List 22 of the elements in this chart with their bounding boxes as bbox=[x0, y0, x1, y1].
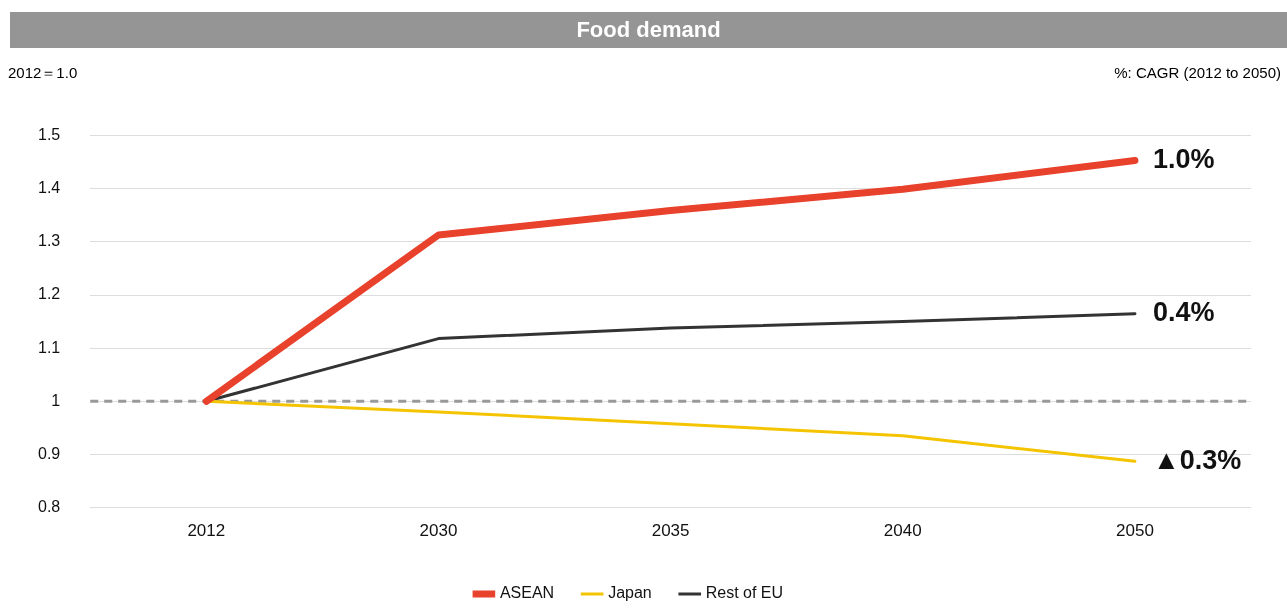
legend-label: Rest of EU bbox=[705, 584, 784, 602]
y-tick-label: 1.4 bbox=[37, 179, 61, 197]
text: 2012＝1.0 bbox=[8, 64, 78, 83]
y-tick-label: 1.1 bbox=[37, 338, 61, 356]
y-tick-label: 1.5 bbox=[37, 126, 61, 144]
x-tick-label: 2030 bbox=[419, 521, 458, 541]
annotation: 0.4% bbox=[1152, 297, 1215, 328]
x-tick-label: 2040 bbox=[883, 521, 922, 541]
chart-title: Food demand bbox=[10, 12, 1287, 48]
text: %: CAGR (2012 to 2050) bbox=[1114, 64, 1281, 81]
y-tick-label: 1.3 bbox=[37, 232, 61, 250]
y-tick-label: 0.8 bbox=[37, 498, 61, 516]
legend-label: ASEAN bbox=[499, 584, 555, 602]
x-tick-label: 2012 bbox=[187, 521, 226, 541]
y-tick-label: 0.9 bbox=[37, 444, 61, 462]
legend-label: Japan bbox=[608, 584, 652, 602]
annotation: 1.0% bbox=[1152, 144, 1215, 175]
y-tick-label: 1.2 bbox=[37, 285, 61, 303]
annotation: ▲0.3% bbox=[1152, 444, 1242, 475]
y-tick-label: 1 bbox=[51, 391, 61, 409]
x-tick-label: 2050 bbox=[1116, 521, 1154, 541]
x-tick-label: 2035 bbox=[651, 521, 690, 541]
